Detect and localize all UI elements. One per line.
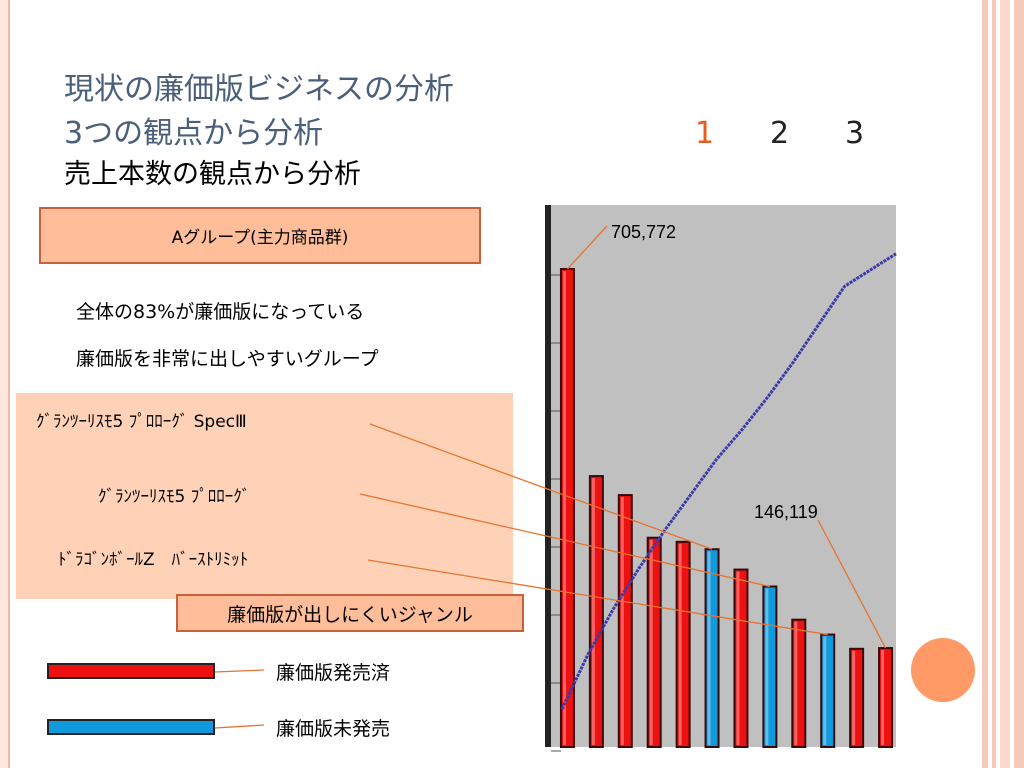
orange-circle-decoration [911,638,975,702]
cumulative-line [560,252,897,710]
bar-highlight-3 [649,539,653,745]
bar-3 [646,536,662,748]
bar-highlight-5 [707,551,711,745]
annotation-leader-2 [367,559,828,636]
annotation-dbz-burst-limit: ﾄﾞﾗｺﾞﾝﾎﾞｰﾙZ ﾊﾞｰｽﾄﾘﾐｯﾄ [58,550,249,570]
bar-10 [849,647,865,748]
bar-highlight-2 [620,497,624,745]
page-number-1[interactable]: 1 [695,116,715,151]
bar-highlight-0 [562,271,566,745]
data-label-0: 705,772 [611,222,676,242]
highlight-panel [16,393,513,599]
group-a-box: Aグループ(主力商品群) [39,207,481,264]
title-line-1: 現状の廉価版ビジネスの分析 [64,72,454,107]
bar-9 [820,633,836,748]
plot-left-axis [545,205,551,747]
bar-highlight-6 [736,571,740,745]
bar-highlight-8 [794,621,798,745]
edge-stripes [980,0,1024,768]
left-border [0,0,10,768]
bar-5 [704,548,720,748]
legend-swatch-released [47,663,215,679]
subtitle: 売上本数の観点から分析 [64,159,361,190]
legend-label-released: 廉価版発売済 [276,662,391,684]
legend-label-unreleased: 廉価版未発売 [276,718,391,740]
annotation-leader-0 [369,423,713,550]
bar-0 [559,268,575,748]
annotation-leader-1 [359,493,771,588]
data-label-leader-0 [566,225,608,270]
annotation-gt5-prologue: ｸﾞﾗﾝﾂｰﾘｽﾓ5 ﾌﾟﾛﾛｰｸﾞ [98,487,251,507]
genre-box: 廉価版が出しにくいジャンル [176,594,524,632]
annotation-gt5-prologue-spec3: ｸﾞﾗﾝﾂｰﾘｽﾓ5 ﾌﾟﾛﾛｰｸﾞ SpecⅢ [36,412,247,432]
bar-highlight-10 [852,650,856,745]
bar-highlight-7 [765,588,769,745]
bar-highlight-9 [823,636,827,745]
data-label-leader-1 [817,519,887,649]
stat-line-share: 全体の83%が廉価版になっている [76,301,365,323]
bar-highlight-11 [881,650,885,745]
page-number-2[interactable]: 2 [770,116,790,151]
bar-1 [588,475,604,748]
legend-leader-released [214,669,265,673]
bar-highlight-1 [591,478,595,745]
slide-title: 現状の廉価版ビジネスの分析 3つの観点から分析 [64,68,454,156]
bar-highlight-4 [678,543,682,745]
bar-6 [733,568,749,748]
legend-swatch-unreleased [47,719,215,735]
bar-8 [791,618,807,749]
bar-4 [675,540,691,749]
bar-11 [878,647,894,748]
title-line-2: 3つの観点から分析 [64,116,324,151]
page-number-3[interactable]: 3 [845,116,865,151]
legend-leader-unreleased [214,724,265,729]
bar-7 [762,585,778,748]
data-label-1: 146,119 [754,502,818,522]
stat-line-easy: 廉価版を非常に出しやすいグループ [76,348,379,370]
bar-2 [617,494,633,749]
